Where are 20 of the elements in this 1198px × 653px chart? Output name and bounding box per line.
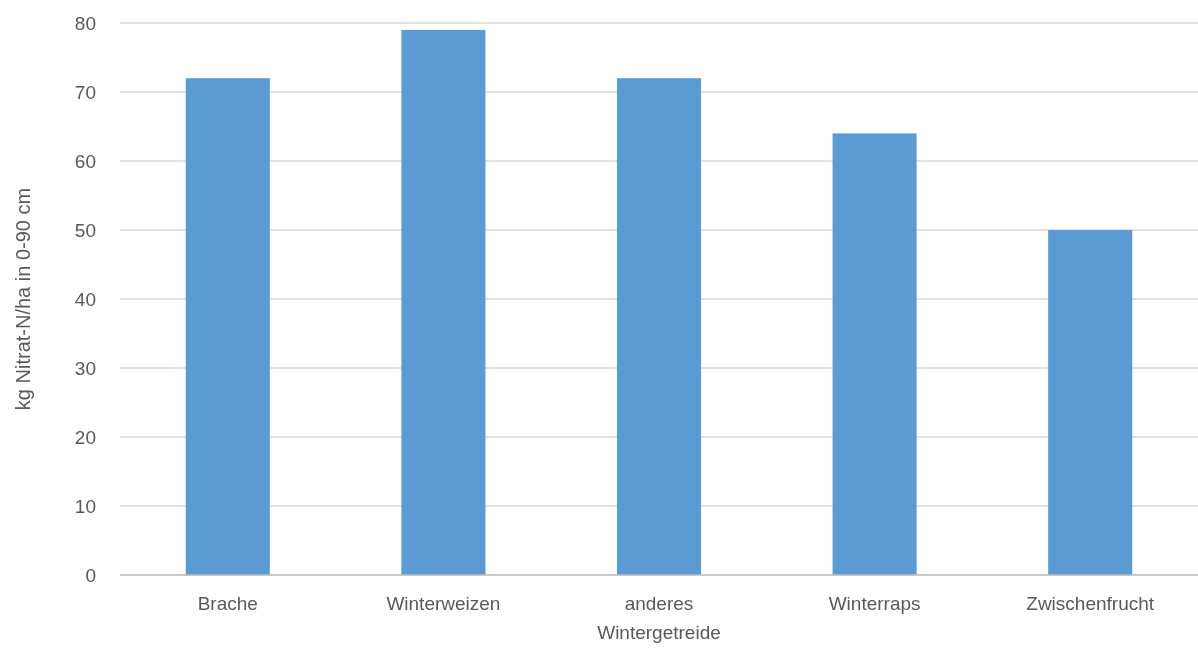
x-tick-label: Winterraps <box>828 593 921 614</box>
x-tick-label: Zwischenfrucht <box>1026 593 1155 614</box>
bar <box>1048 230 1133 575</box>
bar <box>185 78 270 575</box>
bar <box>401 29 486 575</box>
y-tick-label: 40 <box>74 288 96 310</box>
x-tick-label: anderes Wintergetreide <box>597 593 721 643</box>
bar <box>832 133 917 575</box>
y-axis-title: kg Nitrat-N/ha in 0-90 cm <box>12 187 34 411</box>
x-tick-label: Brache <box>197 593 258 614</box>
y-tick-label: 70 <box>74 81 96 103</box>
y-tick-label: 0 <box>85 564 96 586</box>
y-tick-label: 30 <box>74 357 96 379</box>
y-tick-label: 50 <box>74 219 96 241</box>
y-tick-label: 60 <box>74 150 96 172</box>
bar <box>616 78 702 575</box>
y-tick-label: 10 <box>74 495 96 517</box>
y-tick-label: 80 <box>74 12 96 34</box>
x-tick-label: Winterweizen <box>386 593 501 614</box>
y-tick-label: 20 <box>74 426 96 448</box>
